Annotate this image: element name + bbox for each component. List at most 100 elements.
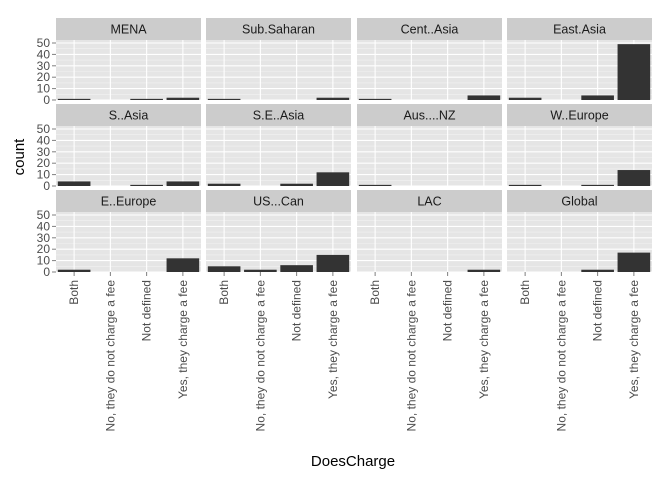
bar xyxy=(617,170,651,186)
facet-strip xyxy=(206,104,351,126)
facet-label: East.Asia xyxy=(553,23,606,37)
bar xyxy=(207,266,241,272)
bar xyxy=(57,98,91,100)
y-tick-label: 40 xyxy=(37,47,51,61)
x-tick-label: Not defined xyxy=(591,280,605,341)
bar xyxy=(617,252,651,272)
bar xyxy=(581,184,614,186)
x-tick-label: No, they do not charge a fee xyxy=(404,280,418,432)
y-tick-label: 10 xyxy=(37,168,51,182)
facet-label: Aus....NZ xyxy=(403,109,455,123)
x-tick-label: No, they do not charge a fee xyxy=(253,280,267,432)
bar xyxy=(581,269,614,272)
facet-label: E..Europe xyxy=(101,195,157,209)
facet-panel: W..Europe xyxy=(507,104,652,187)
panel-background xyxy=(357,126,502,186)
x-tick-label: No, they do not charge a fee xyxy=(554,280,568,432)
panel-background xyxy=(357,40,502,100)
facet-strip xyxy=(357,18,502,40)
x-tick-label: Yes, they charge a fee xyxy=(627,280,641,399)
bar xyxy=(467,269,501,272)
bar xyxy=(358,184,392,186)
facet-strip xyxy=(357,104,502,126)
y-tick-label: 20 xyxy=(37,156,51,170)
y-tick-label: 10 xyxy=(37,82,51,96)
y-tick-label: 50 xyxy=(37,208,51,222)
y-tick-label: 0 xyxy=(43,265,50,279)
bar xyxy=(508,184,542,186)
panel-background xyxy=(56,40,201,100)
facet-panel: LAC Both No, they do not charge a fee Not d… xyxy=(357,190,502,431)
x-tick-label: No, they do not charge a fee xyxy=(103,280,117,432)
facet-label: US...Can xyxy=(253,195,304,209)
bar xyxy=(508,97,542,100)
facet-strip xyxy=(507,190,652,212)
bar xyxy=(207,183,241,186)
y-tick-label: 0 xyxy=(43,93,50,107)
facet-panel: East.Asia xyxy=(507,18,652,101)
y-tick-label: 10 xyxy=(37,254,51,268)
panel-background xyxy=(206,40,351,100)
bar xyxy=(581,95,614,100)
x-tick-label: Both xyxy=(67,280,81,305)
facet-label: Cent..Asia xyxy=(401,23,459,37)
bar xyxy=(280,265,313,272)
y-tick-label: 40 xyxy=(37,133,51,147)
y-tick-label: 30 xyxy=(37,231,51,245)
y-tick-label: 20 xyxy=(37,242,51,256)
facet-panel: Global Both No, they do not charge a fee No… xyxy=(507,190,652,431)
facet-panel: S.E..Asia xyxy=(206,104,351,187)
facet-strip xyxy=(56,104,201,126)
bar xyxy=(166,258,200,272)
facet-strip xyxy=(357,190,502,212)
panel-background xyxy=(56,126,201,186)
y-tick-label: 0 xyxy=(43,179,50,193)
x-tick-label: Not defined xyxy=(140,280,154,341)
facet-strip xyxy=(56,18,201,40)
bar xyxy=(166,181,200,186)
x-tick-label: Both xyxy=(518,280,532,305)
x-tick-label: Yes, they charge a fee xyxy=(176,280,190,399)
facet-label: MENA xyxy=(110,23,147,37)
facet-strip xyxy=(507,18,652,40)
x-tick-label: Not defined xyxy=(441,280,455,341)
y-tick-label: 30 xyxy=(37,59,51,73)
facet-label: W..Europe xyxy=(550,109,608,123)
facet-label: S.E..Asia xyxy=(253,109,304,123)
y-tick-label: 30 xyxy=(37,145,51,159)
facet-label: Global xyxy=(561,195,597,209)
bar xyxy=(467,95,501,100)
x-tick-label: Both xyxy=(217,280,231,305)
bar xyxy=(166,97,200,100)
y-tick-label: 40 xyxy=(37,219,51,233)
bar xyxy=(280,183,313,186)
facet-panel: Sub.Saharan xyxy=(206,18,351,101)
bar xyxy=(316,97,350,100)
y-tick-label: 50 xyxy=(37,122,51,136)
y-axis-title: count xyxy=(11,138,28,176)
facet-label: S..Asia xyxy=(109,109,149,123)
x-tick-label: Both xyxy=(368,280,382,305)
bar xyxy=(244,269,277,272)
facet-label: Sub.Saharan xyxy=(242,23,315,37)
facet-panel: US...Can Both No, they do not charge a fee… xyxy=(206,190,351,431)
x-tick-label: Yes, they charge a fee xyxy=(477,280,491,399)
facet-strip xyxy=(56,190,201,212)
facet-panel: Aus....NZ xyxy=(357,104,502,187)
bar xyxy=(358,98,392,100)
facet-strip xyxy=(206,190,351,212)
panel-background xyxy=(357,212,502,272)
facet-strip xyxy=(507,104,652,126)
bar xyxy=(617,44,651,100)
bar xyxy=(57,181,91,186)
y-tick-label: 50 xyxy=(37,36,51,50)
bar xyxy=(130,184,163,186)
bar xyxy=(316,172,350,186)
x-axis-title: DoesCharge xyxy=(311,453,395,470)
bar xyxy=(57,269,91,272)
